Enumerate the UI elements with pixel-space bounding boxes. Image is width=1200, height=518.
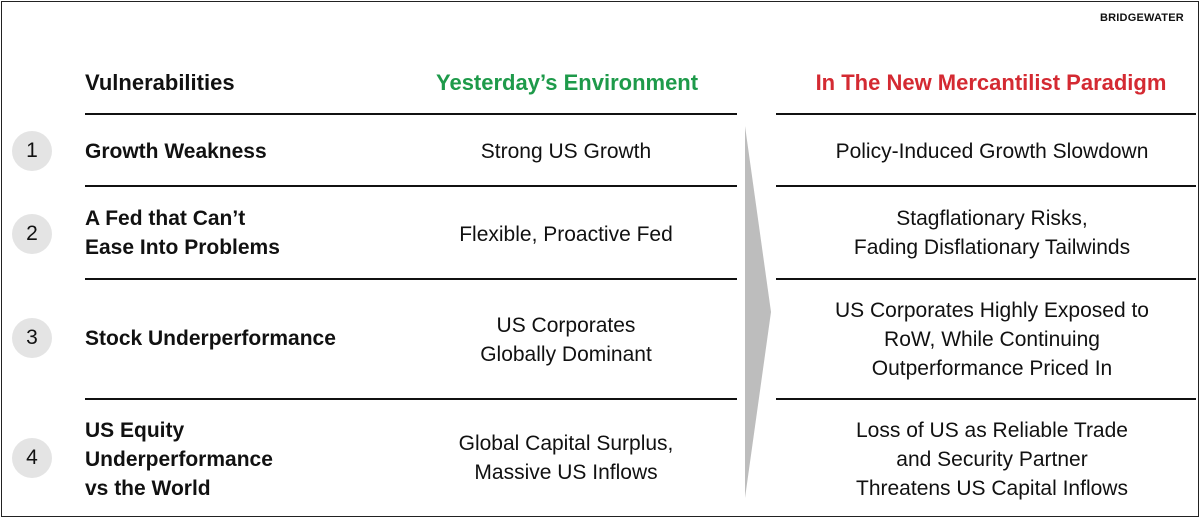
yesterday-cell: US Corporates Globally Dominant	[480, 314, 652, 366]
header-vulnerabilities: Vulnerabilities	[85, 70, 235, 95]
right-chevron-arrow-icon	[745, 126, 771, 498]
row-divider-right	[776, 398, 1196, 400]
bridgewater-logo: BRIDGEWATER	[1100, 12, 1184, 24]
vulnerability-label: Growth Weakness	[85, 139, 267, 163]
new-paradigm-cell: Policy-Induced Growth Slowdown	[835, 139, 1149, 163]
row-divider-left	[85, 398, 737, 400]
yesterday-cell: Global Capital Surplus, Massive US Inflo…	[458, 432, 674, 484]
row-number-circle: 3	[12, 318, 52, 358]
header-yesterdays-environment: Yesterday’s Environment	[436, 70, 699, 95]
new-paradigm-cell: Loss of US as Reliable Trade and Securit…	[856, 418, 1128, 500]
new-paradigm-cell: US Corporates Highly Exposed to RoW, Whi…	[835, 298, 1149, 380]
row-divider-right	[776, 185, 1196, 187]
vulnerability-label: Stock Underperformance	[85, 326, 336, 350]
header-divider-left	[85, 113, 737, 115]
header-divider-right	[776, 113, 1196, 115]
yesterday-cell: Flexible, Proactive Fed	[459, 222, 673, 246]
row-number-circle: 2	[12, 214, 52, 254]
row-divider-right	[776, 278, 1196, 280]
new-paradigm-cell: Stagflationary Risks, Fading Disflationa…	[853, 207, 1131, 259]
row-divider-left	[85, 278, 737, 280]
row-number-circle: 4	[12, 438, 52, 478]
row-number-circle: 1	[12, 131, 52, 171]
header-new-mercantilist-paradigm: In The New Mercantilist Paradigm	[815, 70, 1167, 95]
yesterday-cell: Strong US Growth	[480, 139, 652, 163]
row-divider-left	[85, 185, 737, 187]
vulnerability-label: US Equity Underperformance vs the World	[85, 418, 273, 500]
vulnerability-label: A Fed that Can’t Ease Into Problems	[85, 207, 280, 259]
